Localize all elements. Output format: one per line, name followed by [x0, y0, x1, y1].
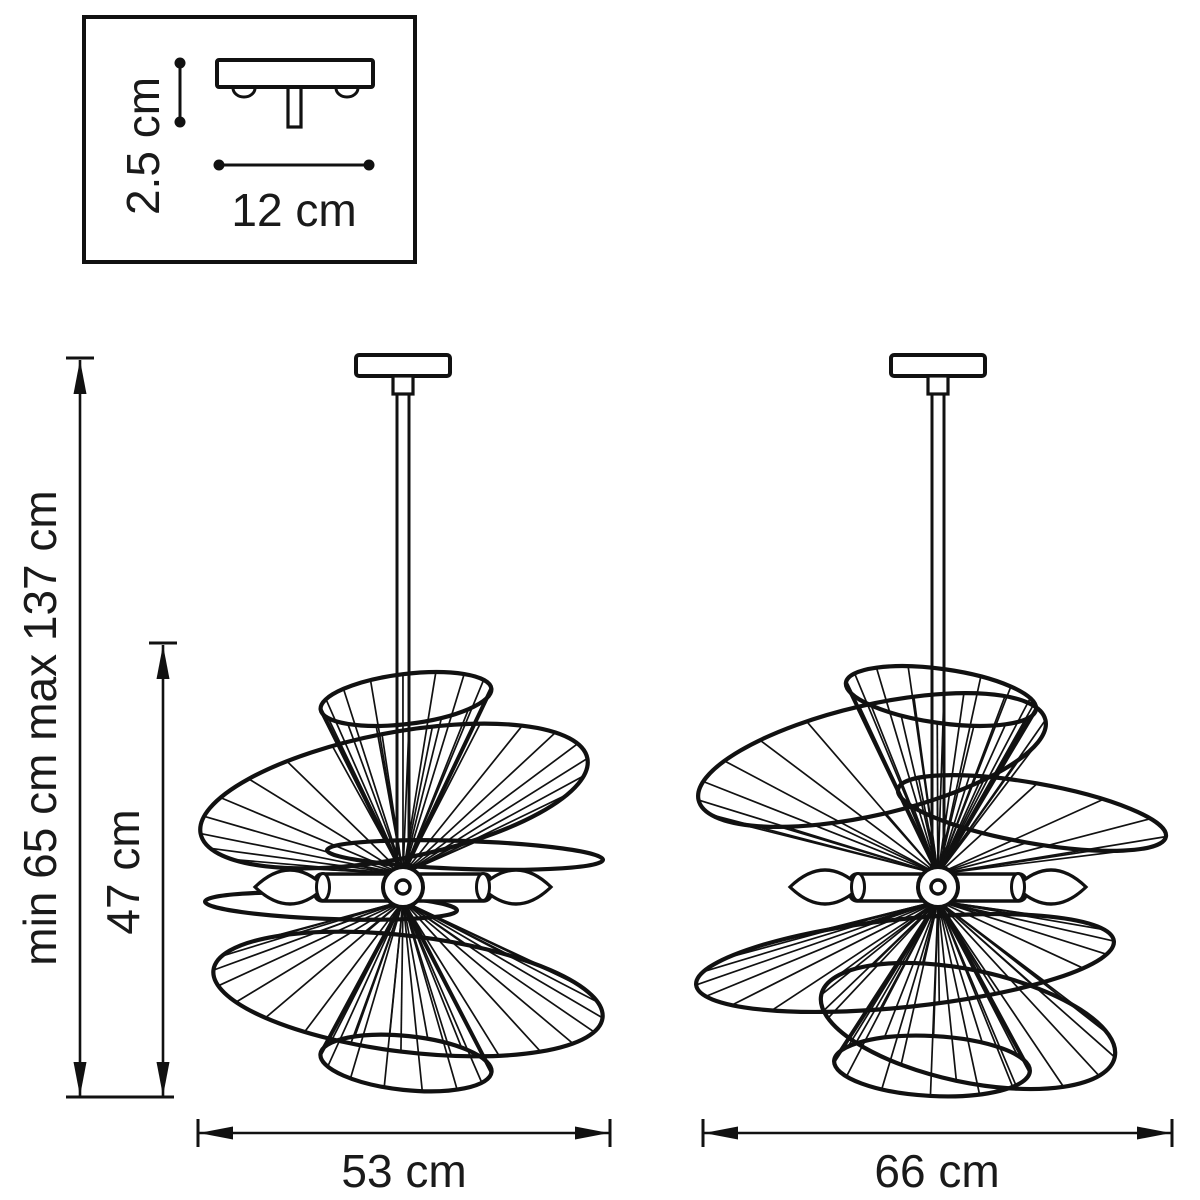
canopy-width-dimension	[213, 159, 375, 171]
right-fixture-drawing	[693, 353, 1169, 1099]
left-fixture-width-label: 53 cm	[341, 1145, 467, 1197]
overall-height-dimension	[66, 356, 174, 1099]
shade-height-label: 47 cm	[97, 809, 149, 935]
left-width-dimension	[196, 1119, 612, 1147]
canopy-width-label: 12 cm	[231, 184, 357, 236]
canopy-spec-inset-box	[82, 15, 417, 264]
right-fixture-width-label: 66 cm	[874, 1145, 1000, 1197]
overall-height-label: min 65 cm max 137 cm	[14, 490, 66, 966]
left-fixture-drawing	[198, 353, 606, 1094]
right-width-dimension	[701, 1119, 1174, 1147]
shade-height-dimension	[149, 641, 177, 1096]
canopy-height-dimension	[174, 57, 186, 128]
canopy-drawing	[215, 58, 375, 129]
canopy-height-label: 2.5 cm	[117, 76, 169, 216]
